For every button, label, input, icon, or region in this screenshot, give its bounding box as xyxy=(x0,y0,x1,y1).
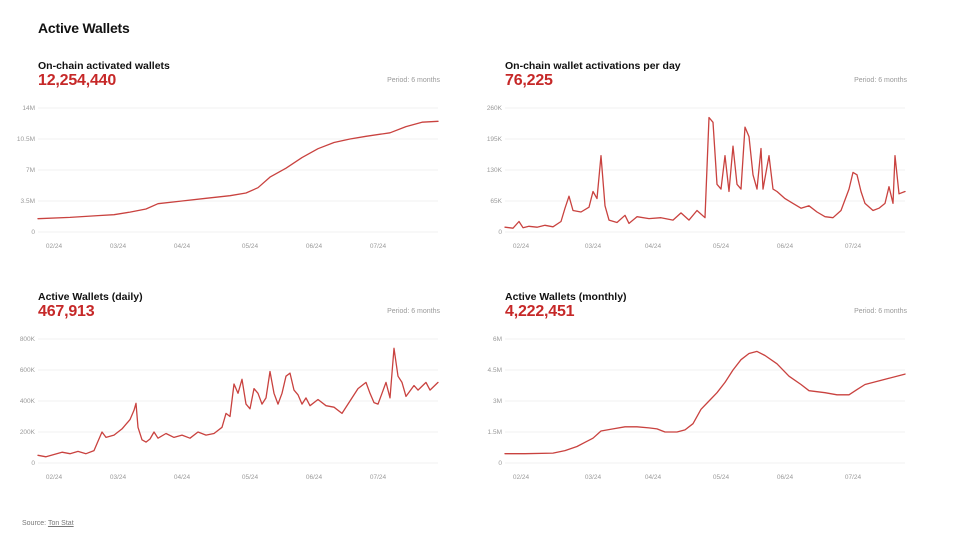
chart-title: On-chain wallet activations per day xyxy=(505,60,681,72)
period-label: Period: 6 months xyxy=(854,77,907,84)
chart-title: On-chain activated wallets xyxy=(38,60,170,72)
x-tick-label: 03/24 xyxy=(110,474,127,481)
x-tick-label: 02/24 xyxy=(46,243,63,250)
x-tick-label: 07/24 xyxy=(370,243,387,250)
y-tick-label: 65K xyxy=(490,198,502,205)
x-tick-label: 04/24 xyxy=(174,474,191,481)
y-tick-label: 130K xyxy=(487,167,503,174)
x-tick-label: 04/24 xyxy=(645,474,662,481)
y-tick-label: 14M xyxy=(22,105,35,112)
period-label: Period: 6 months xyxy=(387,308,440,315)
x-tick-label: 06/24 xyxy=(777,474,794,481)
x-tick-label: 02/24 xyxy=(46,474,63,481)
source-note: Source: Ton Stat xyxy=(22,520,74,527)
x-tick-label: 03/24 xyxy=(585,243,602,250)
chart-panel-active-wallets-daily: Active Wallets (daily) 467,913 Period: 6… xyxy=(20,291,448,503)
x-tick-label: 02/24 xyxy=(513,474,530,481)
x-tick-label: 03/24 xyxy=(585,474,602,481)
series-line xyxy=(37,120,439,220)
headline-value: 76,225 xyxy=(505,72,553,89)
y-tick-label: 3.5M xyxy=(21,198,35,205)
headline-value: 4,222,451 xyxy=(505,303,575,320)
y-tick-label: 0 xyxy=(498,229,502,236)
chart-panel-active-wallets-monthly: Active Wallets (monthly) 4,222,451 Perio… xyxy=(488,291,915,503)
x-tick-label: 04/24 xyxy=(645,243,662,250)
series-line xyxy=(37,347,439,458)
x-tick-label: 06/24 xyxy=(306,474,323,481)
line-chart: 0 1.5M 3M 4.5M 6M 02/24 03/24 04/24 05/24 06/24 07… xyxy=(488,336,906,481)
x-tick-label: 05/24 xyxy=(242,243,259,250)
chart-title: Active Wallets (monthly) xyxy=(505,291,627,303)
headline-value: 467,913 xyxy=(38,303,95,320)
y-tick-label: 0 xyxy=(498,460,502,467)
y-tick-label: 800K xyxy=(20,336,36,343)
series-line xyxy=(504,116,906,229)
y-tick-label: 3M xyxy=(493,398,502,405)
headline-value: 12,254,440 xyxy=(38,72,117,89)
y-tick-label: 600K xyxy=(20,367,36,374)
x-tick-label: 07/24 xyxy=(845,474,862,481)
x-tick-label: 07/24 xyxy=(370,474,387,481)
chart-title: Active Wallets (daily) xyxy=(38,291,143,303)
y-tick-label: 195K xyxy=(487,136,503,143)
x-tick-label: 05/24 xyxy=(242,474,259,481)
line-chart: 0 65K 130K 195K 260K 02/24 03/24 04/24 05/24 06/2… xyxy=(487,105,906,250)
x-tick-label: 07/24 xyxy=(845,243,862,250)
source-prefix: Source: xyxy=(22,520,47,527)
source-link[interactable]: Ton Stat xyxy=(47,520,74,527)
series-line xyxy=(504,350,906,455)
x-tick-label: 06/24 xyxy=(777,243,794,250)
x-tick-label: 02/24 xyxy=(513,243,530,250)
y-tick-label: 7M xyxy=(26,167,35,174)
x-tick-label: 05/24 xyxy=(713,243,730,250)
chart-panel-activated-wallets: On-chain activated wallets 12,254,440 Pe… xyxy=(17,60,448,272)
y-tick-label: 400K xyxy=(20,398,36,405)
chart-panel-activations-per-day: On-chain wallet activations per day 76,2… xyxy=(487,60,915,272)
x-tick-label: 05/24 xyxy=(713,474,730,481)
y-tick-label: 1.5M xyxy=(488,429,502,436)
line-chart: 0 3.5M 7M 10.5M 14M 02/24 03/24 04/24 05/24 06/24… xyxy=(17,105,439,250)
y-tick-label: 0 xyxy=(31,460,35,467)
y-tick-label: 6M xyxy=(493,336,502,343)
x-tick-label: 04/24 xyxy=(174,243,191,250)
y-tick-label: 200K xyxy=(20,429,36,436)
line-chart: 0 200K 400K 600K 800K 02/24 03/24 04/24 05/24 06/… xyxy=(20,336,439,481)
period-label: Period: 6 months xyxy=(387,77,440,84)
y-tick-label: 260K xyxy=(487,105,503,112)
x-tick-label: 03/24 xyxy=(110,243,127,250)
y-tick-label: 4.5M xyxy=(488,367,502,374)
page-title: Active Wallets xyxy=(38,20,130,36)
period-label: Period: 6 months xyxy=(854,308,907,315)
y-tick-label: 10.5M xyxy=(17,136,35,143)
x-tick-label: 06/24 xyxy=(306,243,323,250)
y-tick-label: 0 xyxy=(31,229,35,236)
